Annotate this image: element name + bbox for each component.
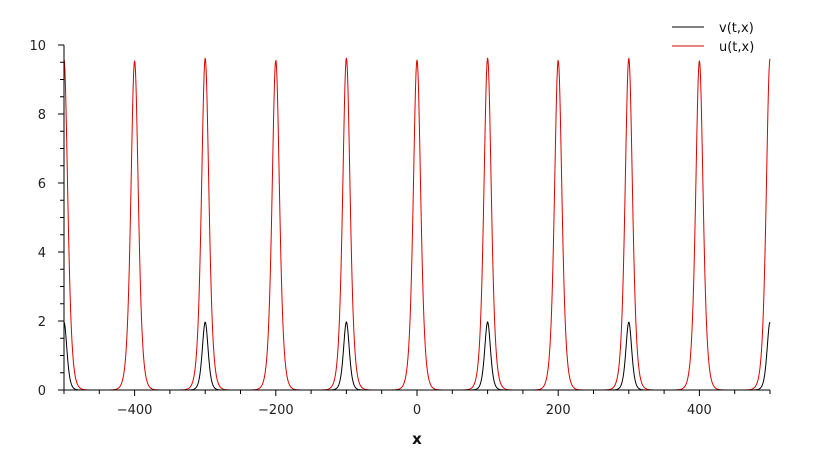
x-tick-label: −400 <box>117 403 153 418</box>
legend: v(t,x) u(t,x) <box>672 21 754 55</box>
y-tick-label: 0 <box>38 384 46 399</box>
y-tick-label: 6 <box>38 177 46 192</box>
axes <box>63 45 770 391</box>
x-tick-label: 400 <box>687 403 712 418</box>
y-tick-label: 4 <box>38 246 46 261</box>
x-axis-title: x <box>412 430 422 448</box>
series-line-u <box>63 57 771 391</box>
x-tick-label: −200 <box>258 403 294 418</box>
series-line-v <box>63 321 771 391</box>
y-tick-label: 8 <box>38 108 46 123</box>
x-tick-label: 200 <box>546 403 571 418</box>
y-tick-label: 10 <box>29 39 46 54</box>
x-tick-label: 0 <box>413 403 421 418</box>
legend-label: u(t,x) <box>719 40 754 55</box>
ticks: −400 −200 0 200 400 0 2 4 6 8 10 <box>29 39 771 418</box>
y-tick-label: 2 <box>38 315 46 330</box>
series-layer <box>63 57 771 391</box>
legend-label: v(t,x) <box>719 21 754 36</box>
